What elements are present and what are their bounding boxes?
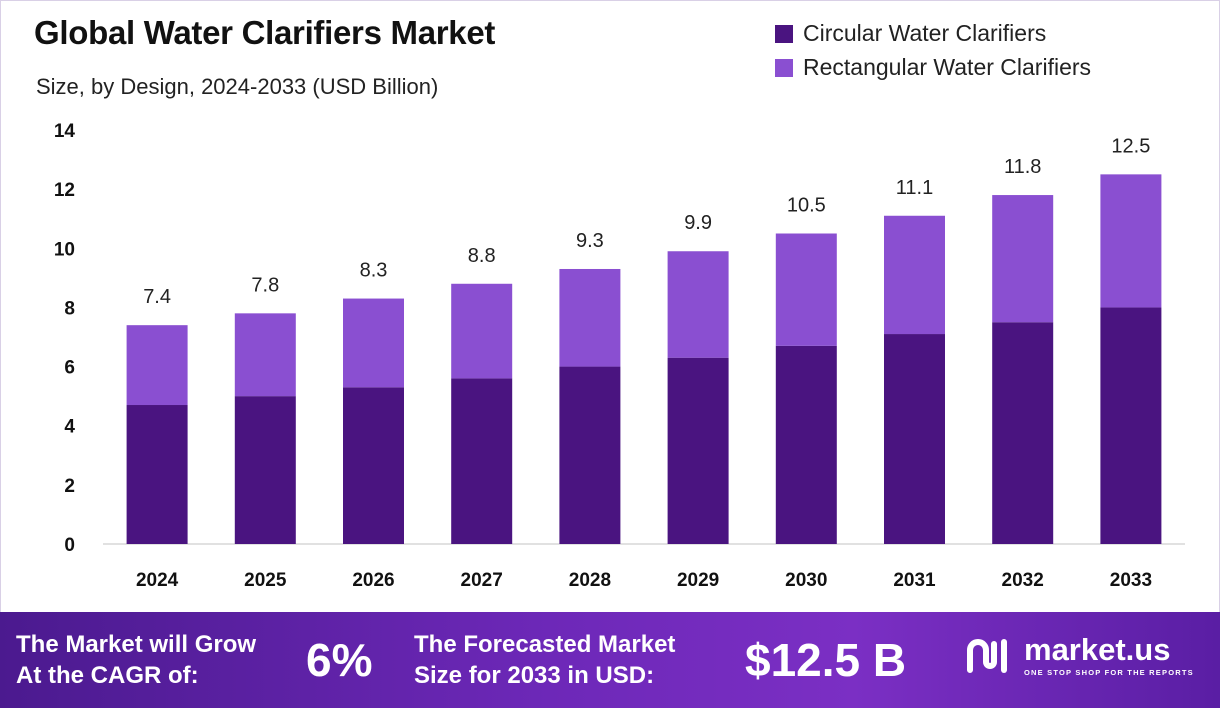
bar-segment-rectangular xyxy=(667,251,729,358)
cagr-caption-line2: At the CAGR of: xyxy=(16,662,199,689)
bar-segment-circular xyxy=(1100,307,1162,544)
x-tick-label: 2029 xyxy=(677,570,719,591)
bar-segment-circular xyxy=(667,357,729,544)
brand-tagline: ONE STOP SHOP FOR THE REPORTS xyxy=(1024,668,1194,677)
bar-segment-rectangular xyxy=(775,233,837,346)
x-tick-label: 2028 xyxy=(569,570,611,591)
x-tick-label: 2031 xyxy=(893,570,936,591)
forecast-caption: The Forecasted Market Size for 2033 in U… xyxy=(414,629,675,691)
x-tick-label: 2032 xyxy=(1002,570,1044,591)
bar-total-label: 10.5 xyxy=(787,195,826,217)
bar-segment-rectangular xyxy=(992,195,1054,323)
legend-label-rectangular: Rectangular Water Clarifiers xyxy=(803,53,1092,80)
bar-segment-circular xyxy=(126,405,188,544)
bar-segment-rectangular xyxy=(451,283,513,379)
bar-total-label: 9.3 xyxy=(576,230,604,252)
bar-total-label: 7.4 xyxy=(143,286,171,308)
bar-total-label: 8.3 xyxy=(360,260,388,282)
forecast-caption-line1: The Forecasted Market xyxy=(414,631,676,658)
legend-swatch-circular xyxy=(775,25,793,43)
legend-item-circular: Circular Water Clarifiers xyxy=(775,16,1091,50)
cagr-value: 6% xyxy=(306,634,373,686)
bar-segment-circular xyxy=(234,396,296,544)
bar-total-label: 8.8 xyxy=(468,245,496,267)
bar-segment-circular xyxy=(343,387,404,544)
bar-segment-rectangular xyxy=(234,313,296,397)
bar-segment-circular xyxy=(451,378,513,544)
y-tick-label: 6 xyxy=(64,358,75,379)
y-tick-label: 0 xyxy=(64,535,75,556)
bar-chart: 0 2 4 6 8 10 12 14 7.4 2024 7.8 2025 8.3 2026 8.8 2027 9… xyxy=(54,121,1185,591)
bar-segment-circular xyxy=(992,322,1054,544)
x-tick-label: 2027 xyxy=(461,570,503,591)
bar-segment-circular xyxy=(884,334,945,544)
bar-segment-rectangular xyxy=(1100,174,1162,308)
x-tick-label: 2033 xyxy=(1110,570,1152,591)
y-tick-label: 12 xyxy=(54,180,75,201)
bar-total-label: 11.8 xyxy=(1004,156,1041,178)
brand-name: market.us xyxy=(1024,632,1171,667)
y-tick-label: 14 xyxy=(54,121,76,142)
bar-segment-circular xyxy=(775,345,837,544)
bar-total-label: 12.5 xyxy=(1111,135,1150,157)
bar-total-label: 9.9 xyxy=(684,212,712,234)
y-tick-label: 10 xyxy=(54,239,75,260)
bar-total-label: 11.1 xyxy=(896,177,933,199)
market-us-logo-icon xyxy=(967,639,1007,673)
bar-segment-rectangular xyxy=(884,215,945,335)
bar-segment-rectangular xyxy=(343,298,404,388)
legend-label-circular: Circular Water Clarifiers xyxy=(803,19,1047,46)
x-tick-label: 2030 xyxy=(785,570,827,591)
bar-segment-rectangular xyxy=(559,268,621,367)
y-tick-label: 8 xyxy=(64,298,75,319)
x-tick-label: 2024 xyxy=(136,570,179,591)
forecast-caption-line2: Size for 2033 in USD: xyxy=(414,662,655,689)
bar-segment-rectangular xyxy=(126,325,188,406)
bar-segment-circular xyxy=(559,366,621,544)
chart-subtitle: Size, by Design, 2024-2033 (USD Billion) xyxy=(36,74,439,99)
x-tick-label: 2026 xyxy=(352,570,394,591)
x-tick-label: 2025 xyxy=(244,570,287,591)
brand-logo: market.us ONE STOP SHOP FOR THE REPORTS xyxy=(966,634,1194,677)
cagr-caption-line1: The Market will Grow xyxy=(16,631,257,658)
y-tick-label: 4 xyxy=(64,417,75,438)
cagr-caption: The Market will Grow At the CAGR of: xyxy=(16,629,256,691)
chart-title: Global Water Clarifiers Market xyxy=(34,14,496,51)
legend-swatch-rectangular xyxy=(775,59,793,77)
forecast-value: $12.5 B xyxy=(745,634,907,686)
legend-item-rectangular: Rectangular Water Clarifiers xyxy=(775,50,1091,84)
y-tick-label: 2 xyxy=(64,476,75,497)
bar-total-label: 7.8 xyxy=(251,274,279,296)
legend: Circular Water Clarifiers Rectangular Wa… xyxy=(775,16,1091,84)
footer-banner: The Market will Grow At the CAGR of: 6% … xyxy=(0,612,1220,708)
